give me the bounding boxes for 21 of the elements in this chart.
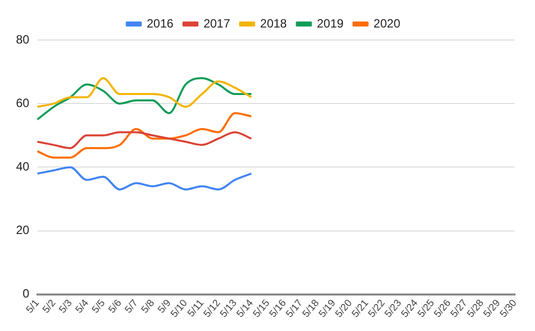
y-tick-label: 60 xyxy=(16,96,30,110)
x-tick-label: 5/3 xyxy=(57,298,75,316)
line-series xyxy=(36,166,252,190)
x-tick-label: 5/8 xyxy=(140,298,158,316)
y-tick-label: 20 xyxy=(16,223,30,238)
legend-label: 2020 xyxy=(374,16,401,30)
x-tick-label: 5/7 xyxy=(123,298,141,316)
line-series xyxy=(36,131,252,150)
line-series xyxy=(36,77,252,120)
x-tick-label: 5/2 xyxy=(40,298,58,316)
line-series xyxy=(36,77,252,108)
legend-label: 2018 xyxy=(260,16,288,30)
line-series xyxy=(36,112,252,159)
legend-label: 2019 xyxy=(316,16,344,30)
x-tick-label: 5/4 xyxy=(74,298,92,316)
y-tick-label: 80 xyxy=(16,32,30,46)
legend-label: 2017 xyxy=(203,16,230,30)
x-tick-label: 5/6 xyxy=(106,298,124,316)
x-tick-label: 5/5 xyxy=(90,298,108,316)
legend-label: 2016 xyxy=(146,16,174,30)
y-tick-label: 40 xyxy=(16,160,30,174)
